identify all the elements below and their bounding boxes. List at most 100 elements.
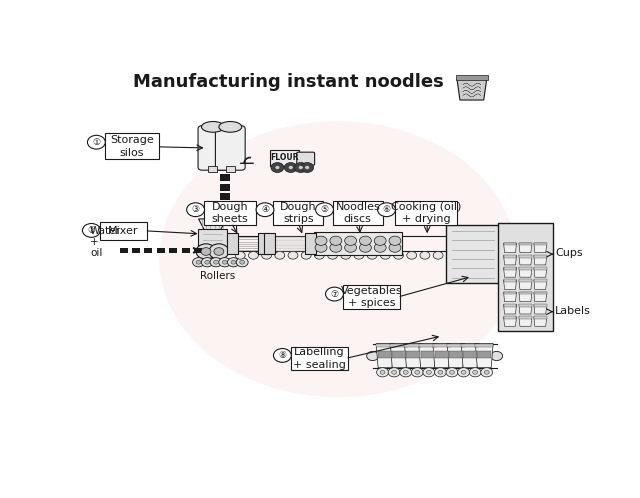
Bar — [461, 344, 479, 348]
FancyBboxPatch shape — [226, 166, 235, 172]
Text: Dough
sheets: Dough sheets — [212, 202, 248, 224]
Bar — [435, 351, 449, 358]
Polygon shape — [534, 292, 547, 302]
Circle shape — [394, 251, 403, 259]
Text: Storage
silos: Storage silos — [110, 135, 154, 158]
Circle shape — [340, 251, 351, 259]
Bar — [390, 344, 408, 348]
Circle shape — [415, 371, 420, 374]
Text: ⑦: ⑦ — [330, 289, 339, 299]
Bar — [419, 344, 436, 348]
Bar — [220, 203, 230, 210]
Circle shape — [354, 251, 364, 259]
Circle shape — [345, 236, 356, 246]
Circle shape — [187, 203, 205, 217]
Circle shape — [231, 260, 236, 264]
Polygon shape — [504, 292, 516, 302]
Circle shape — [271, 162, 284, 172]
Circle shape — [407, 251, 417, 259]
Circle shape — [159, 121, 516, 397]
Text: Dough
strips: Dough strips — [280, 202, 317, 224]
Circle shape — [236, 251, 245, 259]
Bar — [519, 255, 532, 257]
Text: ②: ② — [87, 226, 95, 235]
FancyBboxPatch shape — [498, 224, 553, 331]
Circle shape — [473, 371, 477, 374]
Polygon shape — [534, 243, 547, 252]
Bar — [519, 279, 532, 282]
Circle shape — [256, 203, 274, 217]
Circle shape — [210, 257, 222, 267]
Polygon shape — [519, 243, 532, 252]
Bar — [447, 344, 465, 348]
Text: ⑤: ⑤ — [321, 205, 328, 214]
Bar — [476, 344, 493, 348]
Circle shape — [214, 260, 218, 264]
Bar — [519, 316, 532, 319]
Circle shape — [392, 371, 397, 374]
Circle shape — [376, 368, 388, 377]
Bar — [182, 248, 189, 253]
Circle shape — [196, 244, 216, 259]
Polygon shape — [519, 267, 532, 277]
FancyBboxPatch shape — [456, 76, 488, 80]
FancyBboxPatch shape — [305, 233, 316, 254]
Bar — [504, 304, 516, 307]
Circle shape — [326, 287, 344, 301]
Text: Water
+
oil: Water + oil — [90, 226, 121, 258]
Circle shape — [193, 257, 205, 267]
FancyBboxPatch shape — [395, 201, 457, 225]
Bar — [449, 351, 463, 358]
Circle shape — [248, 251, 259, 259]
Polygon shape — [504, 255, 516, 265]
Polygon shape — [519, 317, 532, 326]
Bar — [504, 243, 516, 246]
Text: Labelling
+ sealing: Labelling + sealing — [293, 347, 346, 370]
Circle shape — [201, 248, 211, 255]
Text: ③: ③ — [191, 205, 200, 214]
Text: Manufacturing instant noodles: Manufacturing instant noodles — [133, 73, 444, 91]
Circle shape — [209, 244, 229, 259]
Bar — [534, 267, 547, 270]
Circle shape — [315, 236, 327, 246]
Polygon shape — [519, 280, 532, 289]
Text: ⑥: ⑥ — [383, 205, 390, 214]
Bar — [477, 351, 491, 358]
Circle shape — [240, 260, 244, 264]
Polygon shape — [457, 79, 487, 100]
Circle shape — [298, 166, 303, 169]
Circle shape — [481, 368, 493, 377]
Circle shape — [205, 260, 210, 264]
Bar — [392, 351, 406, 358]
Bar — [534, 255, 547, 257]
Circle shape — [380, 371, 385, 374]
FancyBboxPatch shape — [227, 233, 238, 254]
Circle shape — [305, 166, 310, 169]
Circle shape — [284, 162, 297, 172]
Text: Noodles
discs: Noodles discs — [335, 202, 380, 224]
Bar — [120, 248, 127, 253]
Polygon shape — [519, 255, 532, 265]
Polygon shape — [198, 219, 227, 231]
Circle shape — [316, 203, 333, 217]
Polygon shape — [534, 304, 547, 314]
Circle shape — [314, 251, 324, 259]
Bar — [504, 316, 516, 319]
FancyBboxPatch shape — [291, 347, 348, 371]
Polygon shape — [519, 292, 532, 302]
Text: Rollers: Rollers — [200, 271, 235, 281]
FancyBboxPatch shape — [273, 201, 323, 225]
FancyBboxPatch shape — [270, 150, 300, 166]
Circle shape — [412, 368, 423, 377]
Bar — [132, 248, 140, 253]
Circle shape — [389, 236, 401, 246]
Polygon shape — [534, 255, 547, 265]
FancyBboxPatch shape — [314, 232, 403, 255]
FancyBboxPatch shape — [198, 229, 227, 247]
FancyBboxPatch shape — [333, 201, 383, 225]
Polygon shape — [419, 344, 436, 368]
Circle shape — [458, 368, 470, 377]
Bar — [145, 248, 152, 253]
Bar — [220, 184, 230, 191]
FancyBboxPatch shape — [445, 226, 500, 283]
